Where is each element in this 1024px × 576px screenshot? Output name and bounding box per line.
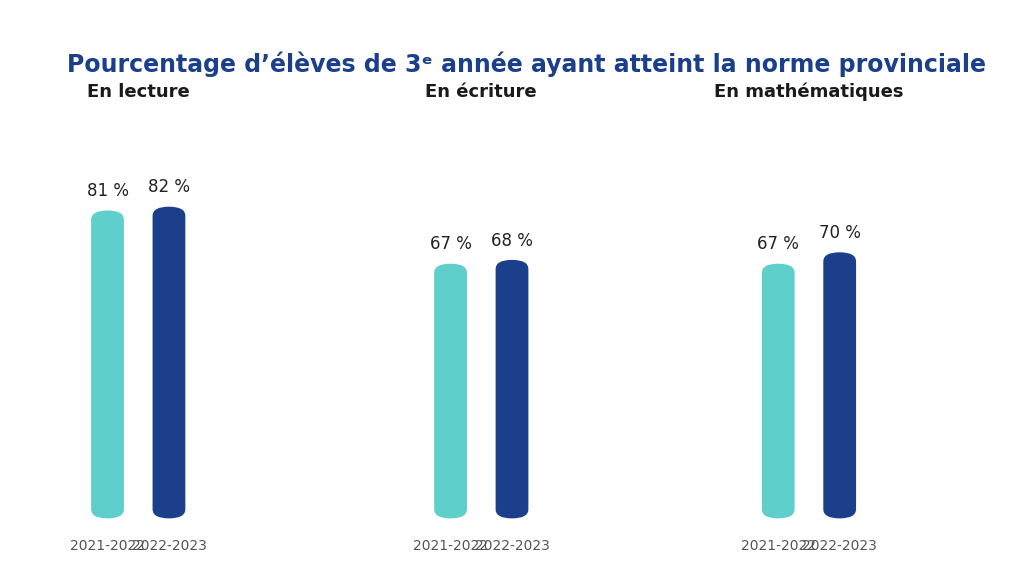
Text: En lecture: En lecture (87, 83, 189, 101)
FancyBboxPatch shape (434, 264, 467, 518)
FancyBboxPatch shape (823, 252, 856, 518)
Text: 68 %: 68 % (492, 232, 532, 249)
Text: 67 %: 67 % (430, 236, 471, 253)
Text: 2021-2022: 2021-2022 (413, 539, 488, 552)
Text: 2021-2022: 2021-2022 (740, 539, 816, 552)
Text: 2021-2022: 2021-2022 (70, 539, 145, 552)
FancyBboxPatch shape (91, 210, 124, 518)
FancyBboxPatch shape (153, 207, 185, 518)
Text: En mathématiques: En mathématiques (714, 82, 904, 101)
Text: 2022-2023: 2022-2023 (474, 539, 550, 552)
Text: Pourcentage d’élèves de 3ᵉ année ayant atteint la norme provinciale: Pourcentage d’élèves de 3ᵉ année ayant a… (67, 52, 985, 77)
FancyBboxPatch shape (762, 264, 795, 518)
Text: 82 %: 82 % (147, 179, 190, 196)
Text: 67 %: 67 % (758, 236, 799, 253)
Text: 81 %: 81 % (86, 182, 129, 200)
FancyBboxPatch shape (496, 260, 528, 518)
Text: 2022-2023: 2022-2023 (131, 539, 207, 552)
Text: En écriture: En écriture (425, 83, 538, 101)
Text: 70 %: 70 % (819, 224, 860, 242)
Text: 2022-2023: 2022-2023 (802, 539, 878, 552)
